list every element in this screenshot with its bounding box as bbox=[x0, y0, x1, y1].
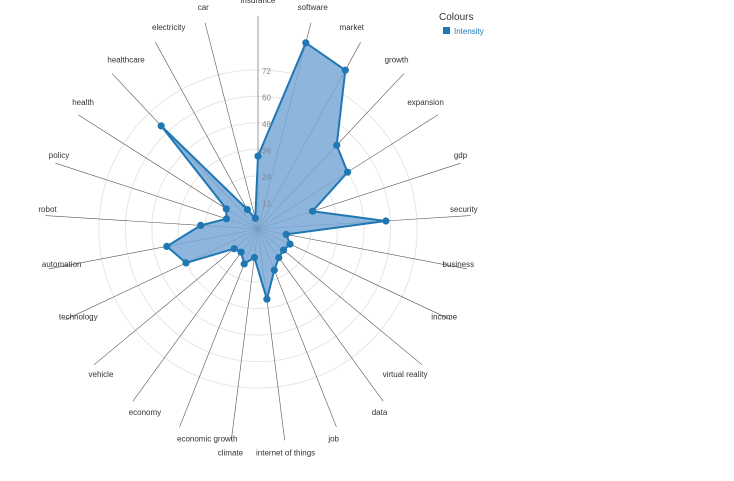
spoke-vehicle bbox=[93, 228, 259, 366]
data-point-software[interactable] bbox=[302, 39, 310, 47]
series-area-intensity bbox=[160, 41, 387, 301]
axis-label-internet-of-things: internet of things bbox=[256, 448, 315, 457]
data-point-data[interactable] bbox=[275, 254, 283, 262]
axis-label-job: job bbox=[327, 435, 339, 444]
axis-label-software: software bbox=[298, 3, 329, 12]
data-point-car[interactable] bbox=[251, 214, 259, 222]
axis-label-vehicle: vehicle bbox=[89, 370, 114, 379]
axis-label-security: security bbox=[450, 205, 478, 214]
data-point-business[interactable] bbox=[282, 230, 290, 238]
data-point-electricity[interactable] bbox=[243, 206, 251, 214]
tick-label-12: 12 bbox=[262, 200, 271, 209]
axis-label-healthcare: healthcare bbox=[107, 56, 145, 65]
axis-label-health: health bbox=[72, 98, 94, 107]
legend-item-label[interactable]: Intensity bbox=[454, 27, 484, 36]
axis-label-economic-growth: economic growth bbox=[177, 435, 237, 444]
axis-label-market: market bbox=[340, 23, 365, 32]
spoke-electricity bbox=[155, 42, 259, 230]
data-point-expansion[interactable] bbox=[344, 168, 352, 176]
spoke-climate bbox=[231, 228, 259, 441]
legend-title: Colours bbox=[439, 12, 473, 23]
tick-label-36: 36 bbox=[262, 146, 271, 155]
data-point-gdp[interactable] bbox=[309, 207, 317, 215]
axis-label-economy: economy bbox=[129, 408, 161, 417]
data-point-market[interactable] bbox=[341, 66, 349, 74]
data-point-robot[interactable] bbox=[197, 221, 205, 229]
data-point-healthcare[interactable] bbox=[157, 122, 165, 130]
data-point-insurance[interactable] bbox=[254, 152, 262, 160]
data-point-job[interactable] bbox=[270, 266, 278, 274]
axis-label-expansion: expansion bbox=[407, 98, 443, 107]
axis-label-car: car bbox=[198, 3, 209, 12]
axis-label-electricity: electricity bbox=[152, 23, 185, 32]
axis-label-income: income bbox=[431, 313, 457, 322]
legend-swatch bbox=[443, 27, 450, 34]
axis-labels: insurance software market growth expansion gd… bbox=[38, 0, 477, 457]
data-point-climate[interactable] bbox=[250, 253, 258, 262]
data-point-automation[interactable] bbox=[163, 242, 171, 250]
data-point-technology[interactable] bbox=[182, 259, 190, 267]
legend[interactable]: Colours Intensity bbox=[439, 12, 484, 36]
data-point-economic-growth[interactable] bbox=[240, 260, 248, 268]
axis-label-robot: robot bbox=[38, 205, 57, 214]
data-point-security[interactable] bbox=[382, 217, 390, 225]
data-point-virtual-reality[interactable] bbox=[279, 246, 288, 254]
axis-label-automation: automation bbox=[42, 260, 82, 269]
axis-label-growth: growth bbox=[385, 56, 409, 65]
radar-series bbox=[157, 39, 390, 303]
data-point-growth[interactable] bbox=[333, 141, 341, 149]
data-point-policy[interactable] bbox=[222, 215, 231, 223]
axis-label-technology: technology bbox=[59, 313, 98, 322]
axis-label-data: data bbox=[372, 408, 388, 417]
radial-tick-labels: 12 24 36 48 60 72 bbox=[262, 67, 271, 209]
tick-label-48: 48 bbox=[262, 120, 271, 129]
data-point-health[interactable] bbox=[222, 205, 230, 213]
data-point-income[interactable] bbox=[286, 240, 294, 248]
axis-label-policy: policy bbox=[49, 151, 69, 160]
tick-label-60: 60 bbox=[262, 93, 271, 102]
tick-label-24: 24 bbox=[262, 173, 271, 182]
data-point-vehicle[interactable] bbox=[230, 245, 238, 253]
axis-label-virtual-reality: virtual reality bbox=[383, 370, 428, 379]
axis-label-gdp: gdp bbox=[454, 151, 468, 160]
spoke-economy bbox=[132, 228, 259, 402]
axis-label-climate: climate bbox=[218, 448, 244, 457]
spoke-business bbox=[257, 228, 468, 270]
spoke-car bbox=[204, 22, 259, 230]
data-point-economy[interactable] bbox=[237, 248, 245, 256]
data-point-internet-of-things[interactable] bbox=[263, 295, 271, 303]
tick-label-72: 72 bbox=[262, 67, 271, 76]
axis-label-business: business bbox=[443, 260, 475, 269]
axis-label-insurance: insurance bbox=[241, 0, 276, 5]
